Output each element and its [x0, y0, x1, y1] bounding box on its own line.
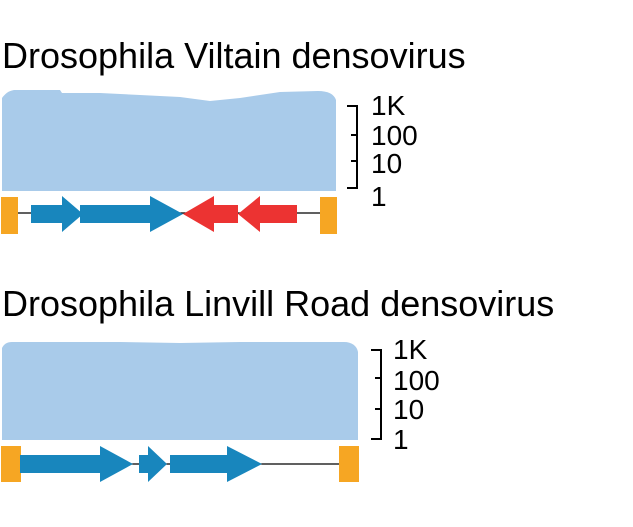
forward-orf-arrow [139, 446, 167, 482]
genome-panel-viltain: Drosophila Viltain densovirus 1K 100 10 … [1, 35, 466, 234]
reverse-orf-arrow [238, 196, 297, 232]
coverage-scale-bar: 1K 100 10 1 [371, 334, 440, 455]
genome-panel-linvill-road: Drosophila Linvill Road densovirus 1K 10… [1, 283, 554, 482]
coverage-scale-bar: 1K 100 10 1 [347, 90, 418, 212]
scale-tick-label: 10 [393, 394, 424, 425]
scale-tick-label: 1K [371, 90, 406, 121]
scale-tick-label: 100 [393, 365, 440, 396]
reverse-orf-arrow [183, 196, 238, 232]
scale-tick-label: 1K [393, 334, 428, 365]
right-terminal-repeat [339, 446, 359, 482]
forward-orf-arrow [20, 446, 133, 482]
scale-tick-label: 100 [371, 120, 418, 151]
genome-title: Drosophila Viltain densovirus [2, 35, 466, 76]
left-terminal-repeat [1, 197, 18, 234]
forward-orf-arrow [80, 196, 183, 232]
scale-tick-label: 10 [371, 148, 402, 179]
coverage-track [2, 342, 358, 440]
coverage-track [2, 90, 336, 191]
left-terminal-repeat [1, 446, 21, 482]
forward-orf-arrow [31, 196, 83, 232]
forward-orf-arrow [170, 446, 262, 482]
scale-tick-label: 1 [371, 181, 387, 212]
scale-tick-label: 1 [393, 424, 409, 455]
right-terminal-repeat [320, 197, 337, 234]
genome-title: Drosophila Linvill Road densovirus [2, 283, 554, 324]
